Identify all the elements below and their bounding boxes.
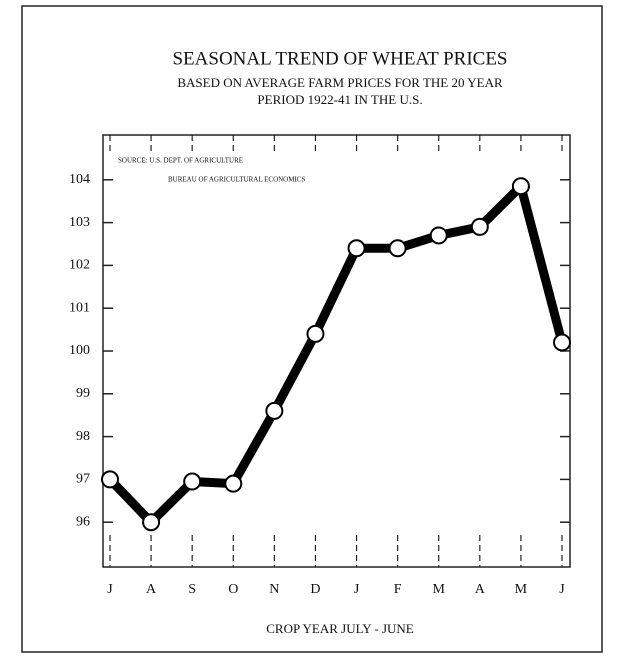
data-point xyxy=(553,333,571,352)
x-axis-label: CROP YEAR JULY - JUNE xyxy=(266,621,414,636)
x-tick-label: S xyxy=(188,582,196,597)
data-point xyxy=(470,217,489,236)
data-point xyxy=(388,239,407,258)
x-tick-label: M xyxy=(515,582,528,597)
x-tick-label: J xyxy=(559,582,565,597)
data-point xyxy=(183,472,202,491)
y-tick-label: 103 xyxy=(69,215,90,230)
data-line xyxy=(106,181,567,527)
y-tick-label: 102 xyxy=(69,258,90,273)
chart-subtitle: BASED ON AVERAGE FARM PRICES FOR THE 20 … xyxy=(177,75,503,90)
x-tick-label: A xyxy=(146,582,157,597)
x-tick-label: F xyxy=(394,582,402,597)
data-point xyxy=(142,513,161,532)
x-tick-label: J xyxy=(107,582,113,597)
data-point xyxy=(429,226,448,245)
y-tick-label: 97 xyxy=(76,472,90,487)
x-tick-label: J xyxy=(354,582,360,597)
x-tick-label: D xyxy=(310,582,320,597)
chart-title: SEASONAL TREND OF WHEAT PRICES xyxy=(172,48,507,69)
y-tick-label: 101 xyxy=(69,300,90,315)
data-point xyxy=(347,239,366,258)
source-note: SOURCE: U.S. DEPT. OF AGRICULTURE xyxy=(118,157,243,165)
y-tick-label: 99 xyxy=(76,386,90,401)
y-tick-label: 98 xyxy=(76,429,90,444)
data-point xyxy=(265,401,284,420)
x-tick-label: M xyxy=(433,582,446,597)
x-tick-label: N xyxy=(269,582,279,597)
y-tick-label: 104 xyxy=(69,172,90,187)
chart-subtitle: PERIOD 1922-41 IN THE U.S. xyxy=(257,92,422,107)
y-tick-label: 100 xyxy=(69,343,90,358)
data-point xyxy=(511,177,530,196)
data-point xyxy=(306,324,325,343)
x-tick-label: O xyxy=(228,582,238,597)
data-point xyxy=(224,474,243,493)
y-tick-label: 96 xyxy=(76,514,90,529)
x-tick-label: A xyxy=(475,582,486,597)
data-point xyxy=(101,470,119,489)
outer-frame xyxy=(21,5,603,653)
source-note: BUREAU OF AGRICULTURAL ECONOMICS xyxy=(168,176,305,184)
